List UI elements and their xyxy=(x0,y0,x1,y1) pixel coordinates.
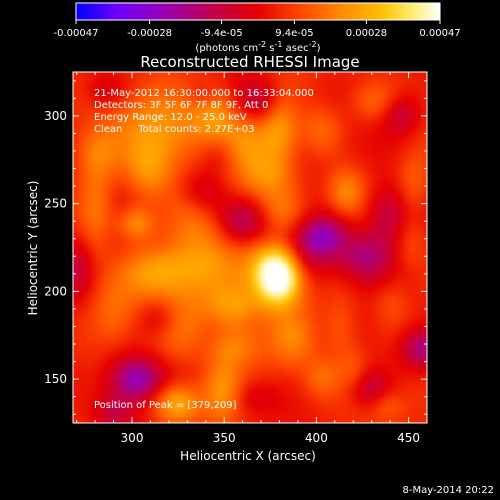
y-axis-label: Heliocentric Y (arcsec) xyxy=(26,181,40,316)
chart-title: Reconstructed RHESSI Image xyxy=(140,53,359,71)
annotation-method: Clean Total counts: 2.27E+03 xyxy=(94,124,254,135)
colorbar-tick-label: 0.00028 xyxy=(346,28,387,39)
heatmap xyxy=(73,72,427,423)
x-axis: 300 350 400 450 xyxy=(76,72,428,445)
colorbar-units-label: (photons cm-2 s-1 asec-2) xyxy=(195,40,320,55)
y-tick-label: 200 xyxy=(44,284,67,298)
image-panel: 21-May-2012 16:30:00.000 to 16:33:04.000… xyxy=(44,71,428,445)
colorbar-tick-label: 0.00047 xyxy=(419,28,460,39)
footer-timestamp: 8-May-2014 20:22 xyxy=(402,485,494,496)
x-tick-label: 400 xyxy=(305,431,328,445)
colorbar-tick-label: 9.4e-05 xyxy=(275,28,313,39)
colorbar-bar xyxy=(75,2,441,21)
y-tick-label: 250 xyxy=(44,197,67,211)
x-tick-label: 350 xyxy=(213,431,236,445)
colorbar-tick-label: -0.00028 xyxy=(127,28,172,39)
y-tick-label: 300 xyxy=(44,109,67,123)
colorbar-tick-label: -9.4e-05 xyxy=(201,28,243,39)
annotation-peak: Position of Peak = [379,209] xyxy=(94,400,237,411)
colorbar-ticks: -0.00047 -0.00028 -9.4e-05 9.4e-05 0.00028 0.… xyxy=(54,20,461,39)
x-tick-label: 300 xyxy=(121,431,144,445)
y-axis: 150 200 250 300 xyxy=(44,80,427,415)
overlay-annotations: 21-May-2012 16:30:00.000 to 16:33:04.000… xyxy=(94,88,314,411)
y-tick-label: 150 xyxy=(44,372,67,386)
annotation-detectors: Detectors: 3F 5F 6F 7F 8F 9F, Att 0 xyxy=(94,100,268,111)
x-tick-label: 450 xyxy=(397,431,420,445)
colorbar: -0.00047 -0.00028 -9.4e-05 9.4e-05 0.00028 0.… xyxy=(54,2,461,55)
colorbar-tick-label: -0.00047 xyxy=(54,28,99,39)
plot-frame xyxy=(72,71,428,424)
x-axis-label: Heliocentric X (arcsec) xyxy=(180,449,316,463)
annotation-energy-range: Energy Range: 12.0 - 25.0 keV xyxy=(94,112,247,123)
annotation-time-range: 21-May-2012 16:30:00.000 to 16:33:04.000 xyxy=(94,88,314,99)
